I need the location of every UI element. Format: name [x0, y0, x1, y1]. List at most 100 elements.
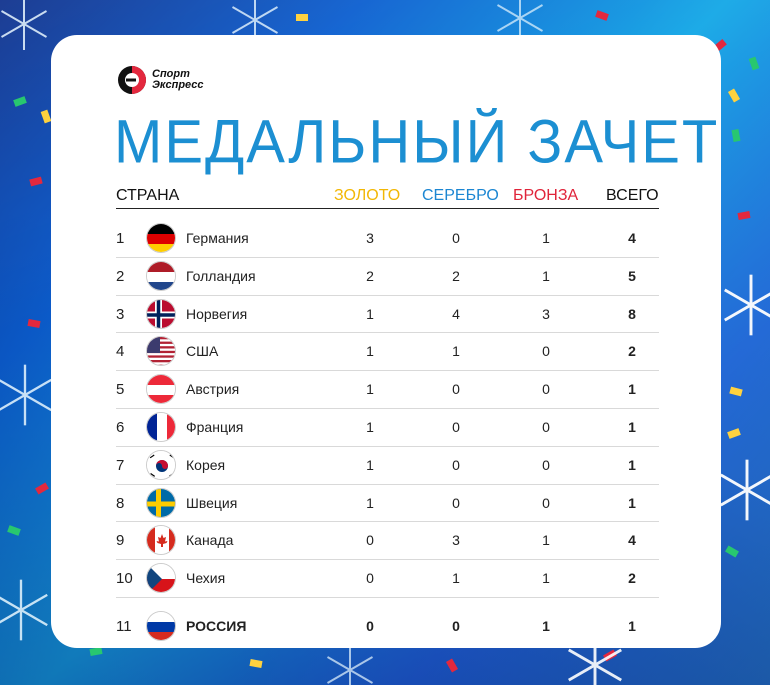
bronze-count: 0 [542, 456, 550, 473]
czech-flag-icon [146, 563, 176, 594]
rank: 1 [116, 230, 125, 247]
gold-count: 1 [366, 343, 374, 360]
country-name: Германия [186, 230, 249, 246]
table-row: 1 Германия 3 0 1 4 [116, 220, 659, 258]
bronze-count: 0 [542, 381, 550, 398]
silver-count: 0 [452, 456, 460, 473]
snowflake-icon [0, 579, 48, 641]
bronze-count: 1 [542, 230, 550, 246]
table-row: 3 Норвегия 1 4 3 8 [116, 296, 659, 334]
table-row: 9 Канада 0 3 1 4 [116, 522, 659, 561]
germany-flag-icon [146, 223, 176, 253]
medal-table-card: Спорт Экспресс МЕДАЛЬНЫЙ ЗАЧЕТ СТРАНА ЗО… [51, 35, 721, 648]
country-name: Норвегия [186, 305, 248, 322]
country-name: РОССИЯ [186, 617, 247, 634]
table-header: СТРАНА ЗОЛОТО СЕРЕБРО БРОНЗА ВСЕГО [116, 187, 659, 209]
canada-flag-icon [146, 525, 176, 556]
table-row: 2 Голландия 2 2 1 5 [116, 258, 659, 296]
country-name: Швеция [186, 494, 238, 511]
header-bronze: БРОНЗА [513, 187, 579, 204]
gold-count: 0 [366, 532, 374, 549]
sport-express-logo-icon [118, 66, 146, 94]
country-name: Австрия [186, 381, 240, 398]
table-row: 11 РОССИЯ 0 0 1 1 [116, 598, 659, 646]
gold-count: 1 [366, 381, 374, 398]
snowflake-icon [0, 364, 52, 426]
total-count: 1 [628, 418, 636, 435]
bronze-count: 1 [542, 617, 550, 634]
total-count: 1 [628, 617, 636, 634]
silver-count: 0 [452, 494, 460, 511]
gold-count: 2 [366, 267, 374, 284]
usa-flag-icon [146, 336, 176, 367]
russia-flag-icon [146, 610, 176, 641]
logo-line-2: Экспресс [152, 79, 204, 91]
silver-count: 0 [452, 617, 460, 634]
rank: 11 [116, 617, 132, 635]
bronze-count: 1 [542, 570, 550, 587]
total-count: 4 [628, 532, 636, 549]
austria-flag-icon [146, 374, 176, 405]
korea-flag-icon [146, 449, 176, 480]
country-name: Чехия [186, 570, 226, 587]
silver-count: 0 [452, 230, 460, 246]
total-count: 8 [628, 305, 636, 322]
country-name: США [186, 343, 219, 360]
total-count: 2 [628, 343, 636, 360]
silver-count: 0 [452, 381, 460, 398]
gold-count: 0 [366, 617, 374, 634]
bronze-count: 0 [542, 343, 550, 360]
total-count: 1 [628, 381, 636, 398]
rank: 8 [116, 494, 125, 512]
header-total: ВСЕГО [606, 187, 659, 204]
header-country: СТРАНА [116, 187, 180, 204]
silver-count: 2 [452, 267, 460, 284]
gold-count: 3 [366, 230, 374, 246]
total-count: 1 [628, 456, 636, 473]
total-count: 4 [628, 230, 636, 246]
rank: 2 [116, 267, 125, 285]
netherlands-flag-icon [146, 260, 176, 291]
bronze-count: 3 [542, 305, 550, 322]
silver-count: 3 [452, 532, 460, 549]
rank: 5 [116, 381, 125, 399]
table-row: 5 Австрия 1 0 0 1 [116, 371, 659, 409]
bronze-count: 1 [542, 532, 550, 549]
confetti [296, 14, 308, 21]
page-title: МЕДАЛЬНЫЙ ЗАЧЕТ [114, 108, 720, 177]
table-row: 8 Швеция 1 0 0 1 [116, 485, 659, 523]
country-name: Канада [186, 532, 234, 549]
bronze-count: 1 [542, 267, 550, 284]
silver-count: 4 [452, 305, 460, 322]
snowflake-icon [720, 459, 770, 521]
gold-count: 1 [366, 305, 374, 322]
sweden-flag-icon [146, 487, 176, 518]
header-silver: СЕРЕБРО [422, 187, 499, 204]
sport-express-logo: Спорт Экспресс [117, 65, 204, 95]
snowflake-icon [0, 0, 48, 50]
france-flag-icon [146, 411, 176, 442]
total-count: 2 [628, 570, 636, 587]
medal-table: 1 Германия 3 0 1 4 2 Голландия 2 2 1 5 3 Норвегия 1 4 3 8… [116, 220, 659, 646]
table-row: 10 Чехия 0 1 1 2 [116, 560, 659, 598]
silver-count: 0 [452, 418, 460, 435]
gold-count: 0 [366, 570, 374, 587]
bronze-count: 0 [542, 494, 550, 511]
table-row: 7 Корея 1 0 0 1 [116, 447, 659, 485]
snowflake-icon [724, 274, 770, 336]
table-row: 6 Франция 1 0 0 1 [116, 409, 659, 447]
silver-count: 1 [452, 343, 460, 360]
gold-count: 1 [366, 456, 374, 473]
snowflake-icon [326, 644, 374, 685]
rank: 4 [116, 343, 125, 361]
logo-text: Спорт Экспресс [152, 69, 204, 91]
rank: 3 [116, 305, 125, 323]
total-count: 1 [628, 494, 636, 511]
table-row: 4 США 1 1 0 2 [116, 333, 659, 372]
rank: 6 [116, 418, 125, 436]
gold-count: 1 [366, 418, 374, 435]
rank: 9 [116, 532, 125, 550]
country-name: Голландия [186, 267, 256, 284]
logo-line-1: Спорт [152, 68, 190, 80]
total-count: 5 [628, 267, 636, 284]
